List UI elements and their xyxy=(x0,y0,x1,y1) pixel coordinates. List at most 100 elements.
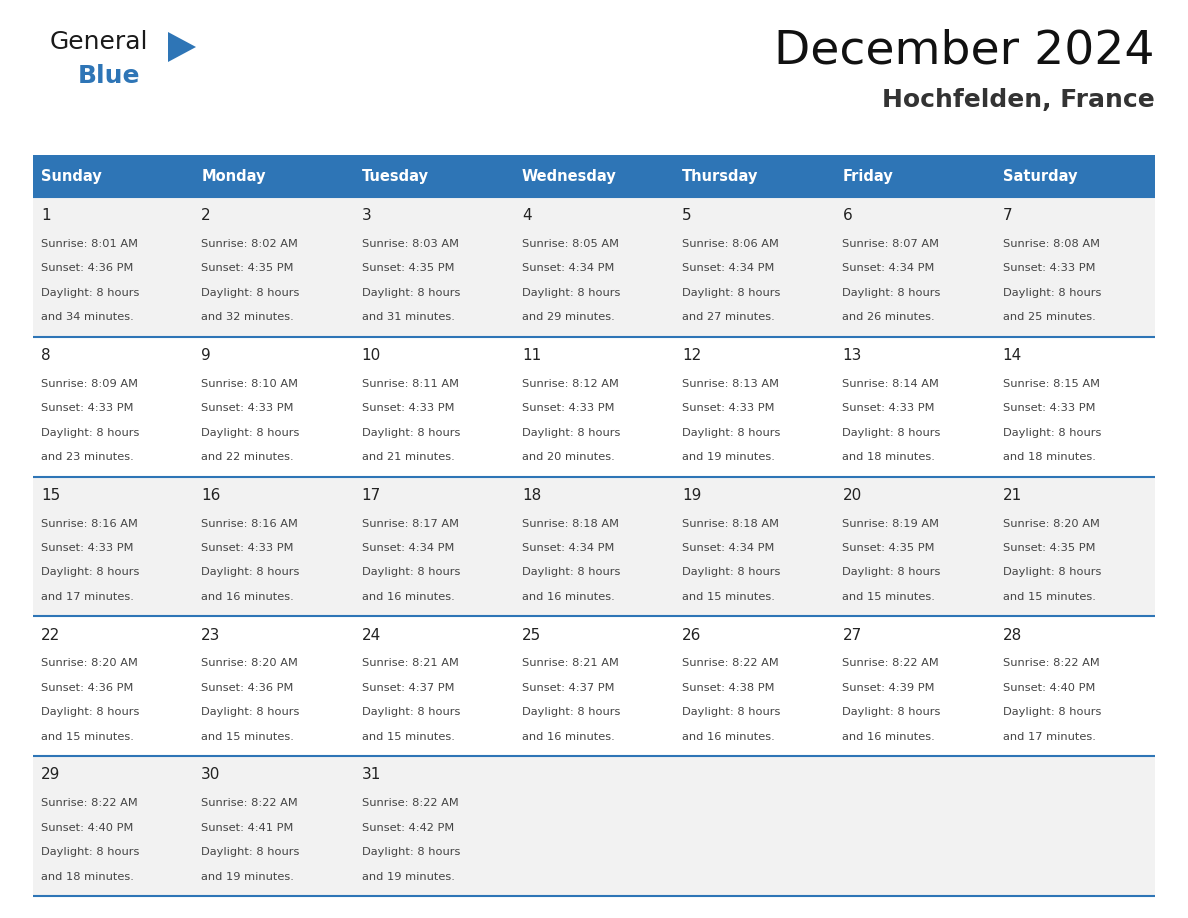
Bar xyxy=(33,476,1155,616)
Text: Sunrise: 8:13 AM: Sunrise: 8:13 AM xyxy=(682,379,779,388)
Text: Daylight: 8 hours: Daylight: 8 hours xyxy=(682,288,781,297)
Text: Sunset: 4:33 PM: Sunset: 4:33 PM xyxy=(842,403,935,413)
Text: 15: 15 xyxy=(42,487,61,503)
Text: Daylight: 8 hours: Daylight: 8 hours xyxy=(361,847,460,857)
Bar xyxy=(514,155,674,197)
Text: Sunset: 4:36 PM: Sunset: 4:36 PM xyxy=(42,263,133,274)
Text: Sunrise: 8:11 AM: Sunrise: 8:11 AM xyxy=(361,379,459,388)
Bar xyxy=(994,155,1155,197)
Text: and 15 minutes.: and 15 minutes. xyxy=(682,592,775,602)
Text: 3: 3 xyxy=(361,208,372,223)
Text: 23: 23 xyxy=(201,628,221,643)
Text: 25: 25 xyxy=(522,628,541,643)
Text: Sunset: 4:42 PM: Sunset: 4:42 PM xyxy=(361,823,454,833)
Bar xyxy=(33,155,194,197)
Text: Sunset: 4:36 PM: Sunset: 4:36 PM xyxy=(201,683,293,693)
Text: 27: 27 xyxy=(842,628,861,643)
Text: Sunrise: 8:22 AM: Sunrise: 8:22 AM xyxy=(682,658,779,668)
Text: Daylight: 8 hours: Daylight: 8 hours xyxy=(1003,567,1101,577)
Text: Daylight: 8 hours: Daylight: 8 hours xyxy=(361,567,460,577)
Text: Sunrise: 8:21 AM: Sunrise: 8:21 AM xyxy=(522,658,619,668)
Text: Sunset: 4:34 PM: Sunset: 4:34 PM xyxy=(522,263,614,274)
Bar xyxy=(33,756,1155,896)
Text: Daylight: 8 hours: Daylight: 8 hours xyxy=(522,567,620,577)
Text: and 25 minutes.: and 25 minutes. xyxy=(1003,312,1095,322)
Text: Daylight: 8 hours: Daylight: 8 hours xyxy=(682,707,781,717)
Bar xyxy=(834,155,994,197)
Text: Sunset: 4:33 PM: Sunset: 4:33 PM xyxy=(361,403,454,413)
Text: Sunrise: 8:06 AM: Sunrise: 8:06 AM xyxy=(682,239,779,249)
Text: 11: 11 xyxy=(522,348,541,363)
Text: Sunset: 4:34 PM: Sunset: 4:34 PM xyxy=(361,543,454,553)
Text: 17: 17 xyxy=(361,487,381,503)
Text: and 18 minutes.: and 18 minutes. xyxy=(1003,453,1095,462)
Text: Sunset: 4:33 PM: Sunset: 4:33 PM xyxy=(682,403,775,413)
Text: Sunrise: 8:22 AM: Sunrise: 8:22 AM xyxy=(1003,658,1099,668)
Text: Daylight: 8 hours: Daylight: 8 hours xyxy=(42,288,139,297)
Text: 5: 5 xyxy=(682,208,691,223)
Text: Daylight: 8 hours: Daylight: 8 hours xyxy=(522,428,620,438)
Text: 13: 13 xyxy=(842,348,861,363)
Text: and 19 minutes.: and 19 minutes. xyxy=(361,871,455,881)
Text: Sunrise: 8:03 AM: Sunrise: 8:03 AM xyxy=(361,239,459,249)
Text: Sunset: 4:33 PM: Sunset: 4:33 PM xyxy=(201,403,293,413)
Text: Thursday: Thursday xyxy=(682,169,758,184)
Text: Sunrise: 8:12 AM: Sunrise: 8:12 AM xyxy=(522,379,619,388)
Text: 26: 26 xyxy=(682,628,702,643)
Text: and 18 minutes.: and 18 minutes. xyxy=(42,871,134,881)
Polygon shape xyxy=(168,32,196,62)
Text: 30: 30 xyxy=(201,767,221,782)
Text: Daylight: 8 hours: Daylight: 8 hours xyxy=(201,288,299,297)
Text: 18: 18 xyxy=(522,487,541,503)
Text: Sunset: 4:38 PM: Sunset: 4:38 PM xyxy=(682,683,775,693)
Text: Sunset: 4:33 PM: Sunset: 4:33 PM xyxy=(522,403,614,413)
Text: 31: 31 xyxy=(361,767,381,782)
Text: Sunrise: 8:19 AM: Sunrise: 8:19 AM xyxy=(842,519,940,529)
Text: and 26 minutes.: and 26 minutes. xyxy=(842,312,935,322)
Text: 12: 12 xyxy=(682,348,701,363)
Text: and 16 minutes.: and 16 minutes. xyxy=(842,732,935,742)
Text: Daylight: 8 hours: Daylight: 8 hours xyxy=(201,428,299,438)
Bar xyxy=(33,616,1155,756)
Text: Sunset: 4:35 PM: Sunset: 4:35 PM xyxy=(842,543,935,553)
Text: 28: 28 xyxy=(1003,628,1022,643)
Text: General: General xyxy=(50,30,148,54)
Text: Sunset: 4:34 PM: Sunset: 4:34 PM xyxy=(682,263,775,274)
Text: Daylight: 8 hours: Daylight: 8 hours xyxy=(201,847,299,857)
Text: Sunrise: 8:20 AM: Sunrise: 8:20 AM xyxy=(1003,519,1100,529)
Text: 1: 1 xyxy=(42,208,51,223)
Text: Daylight: 8 hours: Daylight: 8 hours xyxy=(361,428,460,438)
Text: Daylight: 8 hours: Daylight: 8 hours xyxy=(201,567,299,577)
Text: Sunset: 4:34 PM: Sunset: 4:34 PM xyxy=(522,543,614,553)
Text: Sunrise: 8:22 AM: Sunrise: 8:22 AM xyxy=(842,658,940,668)
Text: and 34 minutes.: and 34 minutes. xyxy=(42,312,134,322)
Text: 6: 6 xyxy=(842,208,852,223)
Text: Sunset: 4:40 PM: Sunset: 4:40 PM xyxy=(42,823,133,833)
Text: 7: 7 xyxy=(1003,208,1012,223)
Text: Sunrise: 8:16 AM: Sunrise: 8:16 AM xyxy=(42,519,138,529)
Text: 22: 22 xyxy=(42,628,61,643)
Text: Saturday: Saturday xyxy=(1003,169,1078,184)
Text: December 2024: December 2024 xyxy=(775,28,1155,73)
Text: Hochfelden, France: Hochfelden, France xyxy=(883,88,1155,112)
Text: and 32 minutes.: and 32 minutes. xyxy=(201,312,295,322)
Text: Sunrise: 8:09 AM: Sunrise: 8:09 AM xyxy=(42,379,138,388)
Text: and 15 minutes.: and 15 minutes. xyxy=(42,732,134,742)
Text: Daylight: 8 hours: Daylight: 8 hours xyxy=(1003,288,1101,297)
Text: Sunrise: 8:20 AM: Sunrise: 8:20 AM xyxy=(42,658,138,668)
Text: and 27 minutes.: and 27 minutes. xyxy=(682,312,775,322)
Text: 8: 8 xyxy=(42,348,51,363)
Text: Sunrise: 8:08 AM: Sunrise: 8:08 AM xyxy=(1003,239,1100,249)
Text: Sunrise: 8:02 AM: Sunrise: 8:02 AM xyxy=(201,239,298,249)
Text: and 15 minutes.: and 15 minutes. xyxy=(201,732,295,742)
Text: 14: 14 xyxy=(1003,348,1022,363)
Text: Daylight: 8 hours: Daylight: 8 hours xyxy=(522,707,620,717)
Text: Sunrise: 8:21 AM: Sunrise: 8:21 AM xyxy=(361,658,459,668)
Text: 16: 16 xyxy=(201,487,221,503)
Text: Daylight: 8 hours: Daylight: 8 hours xyxy=(842,567,941,577)
Text: Daylight: 8 hours: Daylight: 8 hours xyxy=(842,428,941,438)
Bar xyxy=(674,155,834,197)
Text: 2: 2 xyxy=(201,208,211,223)
Text: and 29 minutes.: and 29 minutes. xyxy=(522,312,614,322)
Bar xyxy=(33,337,1155,476)
